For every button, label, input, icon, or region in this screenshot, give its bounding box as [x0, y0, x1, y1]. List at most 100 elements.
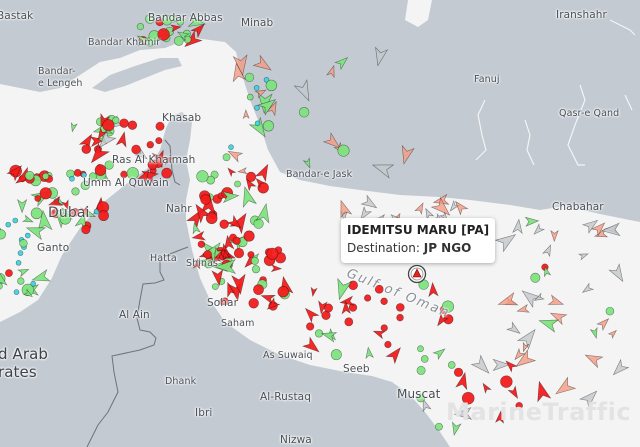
vessel-marker-cargo[interactable] — [104, 160, 114, 170]
vessel-marker-tug[interactable] — [590, 220, 607, 237]
vessel-marker-cargo[interactable] — [176, 17, 185, 26]
vessel-marker-tanker[interactable] — [277, 285, 289, 298]
vessel-marker-tug[interactable] — [254, 87, 267, 99]
vessel-marker-unknown[interactable] — [134, 147, 149, 162]
vessel-marker-unknown[interactable] — [610, 358, 630, 379]
vessel-marker-cargo[interactable] — [416, 393, 426, 403]
vessel-marker-tanker[interactable] — [455, 371, 471, 391]
vessel-marker-tanker[interactable] — [34, 195, 42, 202]
vessel-layer[interactable] — [0, 13, 630, 436]
vessel-marker-unknown[interactable] — [581, 282, 595, 296]
vessel-marker-unknown[interactable] — [357, 206, 373, 222]
vessel-marker-tanker[interactable] — [301, 336, 323, 356]
vessel-marker-tanker[interactable] — [102, 119, 115, 132]
vessel-marker-cargo[interactable] — [330, 349, 342, 361]
vessel-marker-cargo[interactable] — [265, 79, 278, 92]
vessel-marker-tug[interactable] — [252, 54, 274, 74]
vessel-marker-unknown[interactable] — [506, 321, 522, 337]
vessel-marker-tanker[interactable] — [191, 201, 212, 224]
vessel-marker-tanker[interactable] — [243, 230, 255, 242]
vessel-marker-tanker[interactable] — [232, 236, 241, 245]
vessel-marker-cargo[interactable] — [74, 211, 89, 230]
vessel-marker-cargo[interactable] — [222, 153, 231, 162]
vessel-marker-tanker[interactable] — [231, 273, 247, 296]
vessel-marker-unknown[interactable] — [533, 292, 545, 303]
vessel-marker-tanker[interactable] — [245, 171, 257, 182]
vessel-marker-tug[interactable] — [512, 349, 537, 372]
vessel-marker-tanker[interactable] — [507, 385, 521, 400]
vessel-marker-cargo[interactable] — [196, 170, 209, 183]
vessel-marker-cargo[interactable] — [251, 265, 261, 274]
vessel-marker-tanker[interactable] — [119, 118, 129, 128]
vessel-marker-unknown[interactable] — [542, 244, 554, 258]
vessel-marker-cargo[interactable] — [30, 207, 43, 220]
vessel-marker-cargo[interactable] — [530, 272, 541, 283]
vessel-marker-tanker[interactable] — [70, 207, 80, 217]
vessel-marker-tanker[interactable] — [5, 269, 13, 278]
vessel-marker-cargo[interactable] — [19, 239, 28, 248]
vessel-marker-cargo[interactable] — [25, 222, 47, 241]
vessel-marker-unknown[interactable] — [360, 194, 379, 212]
vessel-marker-cargo[interactable] — [85, 210, 97, 219]
vessel-marker-passenger[interactable] — [254, 120, 261, 127]
vessel-marker-tanker[interactable] — [265, 296, 281, 312]
vessel-marker-tanker[interactable] — [243, 177, 257, 192]
vessel-marker-cargo[interactable] — [126, 167, 139, 180]
vessel-marker-tanker[interactable] — [384, 340, 392, 349]
vessel-marker-tanker[interactable] — [428, 281, 439, 298]
vessel-marker-cargo[interactable] — [21, 283, 35, 297]
vessel-marker-cargo[interactable] — [221, 190, 240, 204]
vessel-marker-tanker[interactable] — [226, 214, 243, 232]
vessel-marker-cargo[interactable] — [589, 326, 600, 339]
vessel-marker-cargo[interactable] — [80, 180, 91, 191]
vessel-marker-cargo[interactable] — [256, 95, 279, 116]
vessel-marker-unknown[interactable] — [95, 129, 117, 152]
vessel-marker-unknown[interactable] — [423, 207, 435, 220]
vessel-marker-passenger[interactable] — [69, 175, 75, 182]
vessel-marker-cargo[interactable] — [187, 14, 207, 29]
vessel-marker-tanker[interactable] — [348, 303, 358, 312]
vessel-marker-cargo[interactable] — [191, 221, 201, 235]
vessel-marker-tug[interactable] — [496, 292, 519, 311]
vessel-marker-cargo[interactable] — [31, 268, 51, 286]
vessel-marker-tanker[interactable] — [341, 300, 352, 315]
vessel-marker-cargo[interactable] — [435, 422, 443, 431]
vessel-marker-tanker[interactable] — [344, 317, 354, 327]
vessel-marker-cargo[interactable] — [136, 35, 153, 47]
vessel-marker-cargo[interactable] — [71, 187, 80, 196]
vessel-marker-tanker[interactable] — [254, 162, 273, 183]
vessel-marker-tanker[interactable] — [223, 234, 235, 251]
vessel-marker-cargo[interactable] — [605, 306, 615, 316]
vessel-marker-cargo[interactable] — [298, 107, 310, 118]
vessel-marker-tanker[interactable] — [86, 142, 111, 167]
vessel-marker-passenger[interactable] — [17, 250, 24, 256]
vessel-marker-cargo[interactable] — [441, 300, 455, 313]
vessel-marker-tug[interactable] — [226, 147, 244, 163]
vessel-marker-tug[interactable] — [512, 347, 526, 362]
vessel-marker-tug[interactable] — [242, 109, 250, 120]
vessel-marker-tanker[interactable] — [480, 382, 492, 395]
vessel-marker-cargo[interactable] — [234, 180, 241, 188]
vessel-marker-tug[interactable] — [607, 328, 619, 339]
vessel-marker-unknown[interactable] — [518, 286, 542, 309]
vessel-marker-tanker[interactable] — [6, 162, 25, 182]
vessel-marker-tanker[interactable] — [81, 224, 91, 235]
vessel-marker-cargo[interactable] — [210, 170, 219, 179]
vessel-marker-cargo[interactable] — [537, 315, 560, 333]
vessel-marker-cargo[interactable] — [112, 116, 120, 124]
vessel-marker-tanker[interactable] — [226, 166, 237, 178]
vessel-marker-tanker[interactable] — [385, 344, 404, 365]
vessel-marker-cargo[interactable] — [420, 355, 429, 363]
vessel-marker-unknown[interactable] — [578, 251, 589, 261]
vessel-marker-unknown[interactable] — [532, 223, 546, 236]
vessel-marker-cargo[interactable] — [17, 198, 28, 214]
vessel-marker-cargo[interactable] — [174, 36, 184, 46]
vessel-marker-unknown[interactable] — [371, 159, 395, 179]
vessel-marker-tanker[interactable] — [205, 212, 218, 225]
vessel-marker-passenger[interactable] — [13, 289, 20, 295]
vessel-marker-tug[interactable] — [547, 294, 565, 309]
vessel-marker-tanker[interactable] — [310, 286, 318, 298]
vessel-marker-tanker[interactable] — [162, 155, 175, 166]
vessel-marker-passenger[interactable] — [24, 232, 31, 239]
vessel-marker-cargo[interactable] — [337, 144, 350, 157]
